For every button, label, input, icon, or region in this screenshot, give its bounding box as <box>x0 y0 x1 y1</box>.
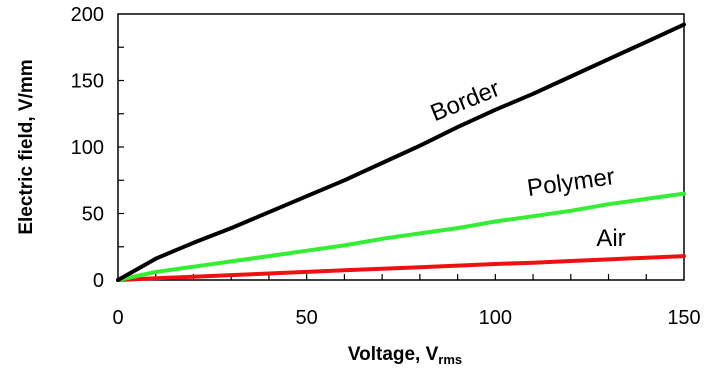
x-axis-title-subscript: rms <box>438 352 462 367</box>
x-tick-label: 100 <box>479 307 512 329</box>
x-tick-labels: 0 50 100 150 <box>112 307 700 329</box>
series-label-border: Border <box>427 75 504 127</box>
y-tick-label: 200 <box>71 4 104 26</box>
series-line-air <box>116 254 686 282</box>
plot-area <box>116 13 686 282</box>
x-tick-label: 150 <box>667 307 700 329</box>
x-tick-label: 0 <box>112 307 123 329</box>
series-lines <box>116 22 686 282</box>
y-tick-label: 0 <box>93 270 104 292</box>
series-line-border <box>116 22 686 282</box>
y-axis-title: Electric field, V/mm <box>16 59 37 234</box>
series-label-polymer: Polymer <box>525 163 616 202</box>
series-label-air: Air <box>596 225 625 252</box>
x-tick-label: 50 <box>296 307 318 329</box>
y-tick-label: 150 <box>71 71 104 93</box>
y-tick-label: 100 <box>71 137 104 159</box>
series-line-polymer <box>116 191 686 282</box>
x-axis-title: Voltage, Vrms <box>348 344 462 367</box>
y-tick-label: 50 <box>82 204 104 226</box>
x-axis-title-main: Voltage, V <box>348 344 439 365</box>
y-tick-labels: 0 50 100 150 200 <box>71 4 104 292</box>
